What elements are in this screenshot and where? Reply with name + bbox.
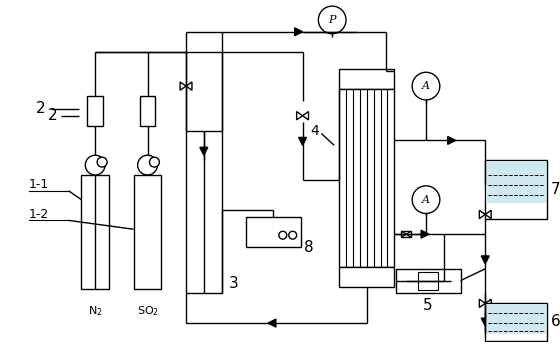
Text: 2: 2 <box>48 108 58 123</box>
Circle shape <box>85 155 105 175</box>
Bar <box>134 175 161 289</box>
Polygon shape <box>481 318 489 326</box>
Polygon shape <box>268 319 276 327</box>
Polygon shape <box>479 299 486 308</box>
Circle shape <box>412 72 440 100</box>
Text: 1-2: 1-2 <box>29 208 49 221</box>
Circle shape <box>150 157 160 167</box>
Bar <box>402 231 411 237</box>
Text: 5: 5 <box>423 298 433 313</box>
Text: P: P <box>328 15 336 25</box>
Circle shape <box>289 231 297 239</box>
Bar <box>87 96 103 126</box>
Text: 3: 3 <box>228 276 239 291</box>
Polygon shape <box>295 28 302 36</box>
Bar <box>339 69 394 89</box>
Text: 7: 7 <box>550 182 560 197</box>
Polygon shape <box>486 299 491 308</box>
Polygon shape <box>486 210 491 218</box>
Bar <box>486 161 547 203</box>
Text: 2: 2 <box>36 101 46 116</box>
Circle shape <box>138 155 157 175</box>
Text: 6: 6 <box>550 314 560 329</box>
Text: 8: 8 <box>304 239 313 255</box>
Polygon shape <box>186 82 192 90</box>
Text: A: A <box>422 81 430 91</box>
Polygon shape <box>421 230 429 238</box>
Polygon shape <box>448 137 456 144</box>
Bar <box>339 89 394 267</box>
Circle shape <box>97 157 107 167</box>
Circle shape <box>279 231 287 239</box>
Bar <box>186 130 222 293</box>
Text: 1-1: 1-1 <box>29 178 49 191</box>
Polygon shape <box>302 111 309 120</box>
Bar <box>486 304 547 334</box>
Polygon shape <box>297 111 302 120</box>
Circle shape <box>412 186 440 214</box>
Polygon shape <box>200 147 208 155</box>
Text: 4: 4 <box>310 123 319 138</box>
Polygon shape <box>479 210 486 218</box>
Bar <box>81 175 109 289</box>
Bar <box>396 269 460 293</box>
Polygon shape <box>180 82 186 90</box>
Bar <box>339 267 394 287</box>
Bar <box>139 96 156 126</box>
Polygon shape <box>298 138 306 145</box>
Polygon shape <box>481 256 489 264</box>
Text: SO$_2$: SO$_2$ <box>137 304 158 318</box>
Text: N$_2$: N$_2$ <box>88 304 102 318</box>
Circle shape <box>319 6 346 34</box>
Bar <box>246 217 301 247</box>
Bar <box>486 303 548 341</box>
Bar <box>486 160 548 219</box>
Text: A: A <box>422 195 430 205</box>
Bar <box>418 272 438 290</box>
